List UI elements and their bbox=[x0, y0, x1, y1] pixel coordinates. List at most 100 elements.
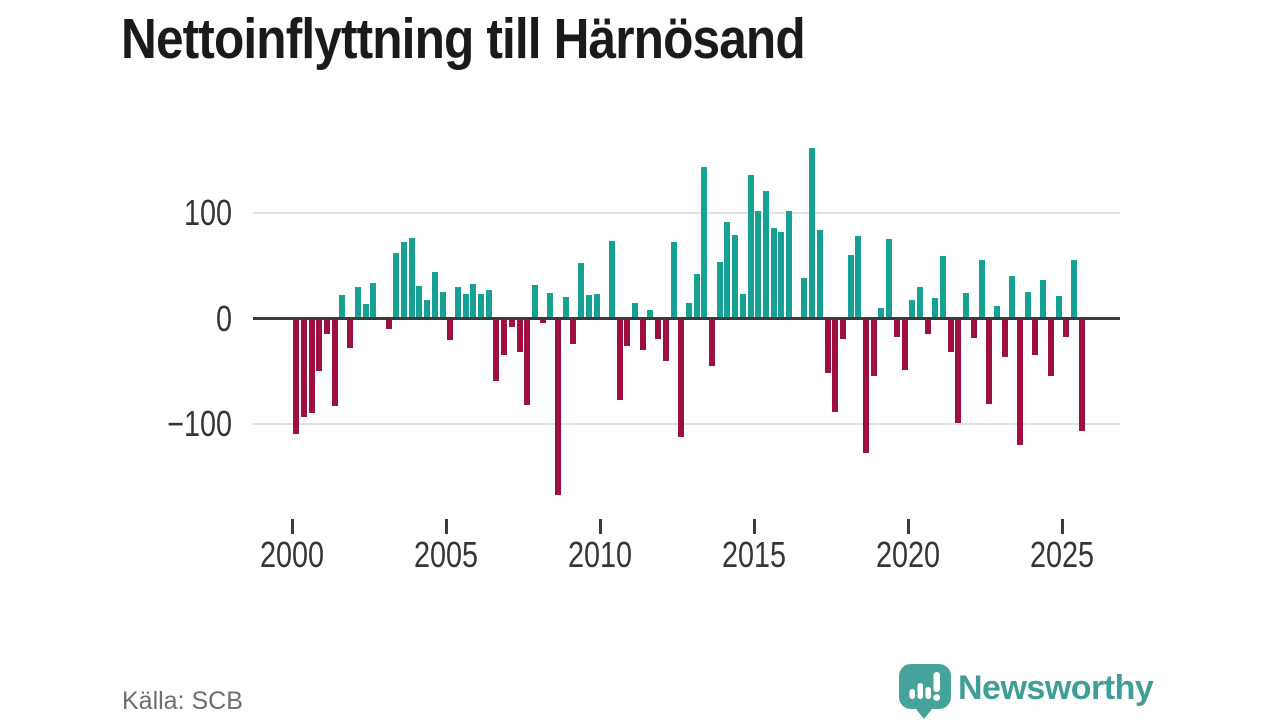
bar-positive bbox=[431, 271, 438, 317]
bar-negative bbox=[501, 320, 508, 355]
bar-positive bbox=[940, 255, 946, 317]
bar-positive bbox=[809, 147, 816, 317]
bar-positive bbox=[755, 211, 762, 318]
bar-negative bbox=[493, 320, 500, 382]
bar-positive bbox=[1024, 291, 1031, 317]
bar-positive bbox=[1040, 280, 1047, 317]
bar-negative bbox=[293, 320, 300, 435]
bar-positive bbox=[963, 292, 970, 317]
x-axis-label: 2020 bbox=[876, 534, 941, 575]
bar-positive bbox=[393, 252, 400, 317]
x-axis-tick bbox=[290, 519, 294, 534]
bar-positive bbox=[401, 241, 407, 317]
bar-positive bbox=[816, 230, 823, 317]
source-label: Källa: SCB bbox=[122, 687, 243, 715]
bar-positive bbox=[701, 166, 708, 317]
bar-negative bbox=[1078, 320, 1085, 431]
bar-positive bbox=[478, 293, 484, 317]
bar-negative bbox=[524, 320, 531, 405]
x-axis-tick bbox=[1060, 519, 1064, 534]
bar-negative bbox=[839, 320, 846, 339]
bar-negative bbox=[1001, 320, 1008, 357]
bar-positive bbox=[847, 254, 854, 317]
y-axis-label: −100 bbox=[167, 403, 232, 445]
bar-positive bbox=[593, 293, 600, 317]
bar-positive bbox=[670, 241, 677, 317]
newsworthy-wordmark: Newsworthy bbox=[958, 669, 1154, 707]
bar-negative bbox=[385, 320, 392, 329]
bar-negative bbox=[300, 320, 307, 418]
bar-positive bbox=[762, 191, 769, 317]
bar-negative bbox=[955, 320, 962, 423]
bar-positive bbox=[693, 273, 700, 317]
bar-positive bbox=[454, 287, 461, 317]
bar-negative bbox=[893, 320, 900, 337]
bar-negative bbox=[970, 320, 977, 338]
page-title: Nettoinflyttning till Härnösand bbox=[121, 7, 806, 71]
bar-positive bbox=[470, 284, 477, 317]
bar-positive bbox=[362, 304, 369, 317]
bar-negative bbox=[947, 320, 954, 352]
bar-positive bbox=[370, 283, 377, 317]
bar-negative bbox=[324, 320, 330, 334]
bar-negative bbox=[924, 320, 931, 334]
bar-positive bbox=[916, 287, 923, 317]
x-axis-label: 2000 bbox=[260, 534, 325, 575]
newsworthy-icon bbox=[899, 664, 951, 719]
bar-positive bbox=[770, 228, 777, 317]
bar-positive bbox=[408, 237, 415, 317]
bar-positive bbox=[739, 293, 746, 317]
bar-negative bbox=[1017, 320, 1023, 445]
bar-negative bbox=[316, 320, 323, 371]
x-axis-label: 2005 bbox=[414, 534, 479, 575]
x-axis-line bbox=[253, 317, 1120, 320]
x-axis-tick bbox=[444, 519, 448, 534]
bar-negative bbox=[824, 320, 831, 373]
bar-positive bbox=[354, 287, 361, 317]
bar-negative bbox=[986, 320, 993, 404]
x-axis-label: 2010 bbox=[568, 534, 633, 575]
bar-negative bbox=[624, 320, 631, 347]
bar-positive bbox=[562, 296, 569, 317]
bar-positive bbox=[878, 307, 885, 317]
bar-positive bbox=[993, 306, 1000, 317]
bar-positive bbox=[531, 285, 538, 317]
bar-negative bbox=[331, 320, 338, 406]
bar-positive bbox=[732, 234, 739, 317]
bar-positive bbox=[978, 259, 985, 317]
y-gridline bbox=[253, 211, 1120, 214]
bar-positive bbox=[801, 277, 808, 317]
x-axis-label: 2015 bbox=[722, 534, 787, 575]
bar-negative bbox=[870, 320, 877, 376]
bar-positive bbox=[339, 294, 346, 317]
x-axis-tick bbox=[906, 519, 910, 534]
bar-negative bbox=[709, 320, 715, 366]
bar-positive bbox=[932, 298, 939, 317]
bar-negative bbox=[639, 320, 646, 350]
bar-negative bbox=[655, 320, 662, 339]
bar-negative bbox=[555, 320, 561, 495]
bar-positive bbox=[778, 232, 785, 317]
bar-negative bbox=[832, 320, 839, 412]
bar-positive bbox=[416, 286, 423, 317]
bar-positive bbox=[647, 309, 654, 317]
x-axis-label: 2025 bbox=[1030, 534, 1095, 575]
bar-negative bbox=[678, 320, 685, 438]
bar-positive bbox=[855, 235, 862, 317]
bar-positive bbox=[485, 289, 492, 317]
bar-positive bbox=[424, 300, 431, 317]
bar-negative bbox=[616, 320, 623, 401]
bar-positive bbox=[585, 294, 592, 317]
bar-positive bbox=[716, 262, 723, 317]
bar-negative bbox=[1032, 320, 1039, 355]
bar-positive bbox=[608, 240, 615, 317]
bar-positive bbox=[1055, 295, 1062, 318]
bar-positive bbox=[547, 292, 554, 317]
bar-negative bbox=[447, 320, 454, 341]
bar-negative bbox=[901, 320, 908, 370]
bar-positive bbox=[578, 263, 585, 317]
bar-negative bbox=[308, 320, 315, 414]
x-axis-tick bbox=[598, 519, 602, 534]
bar-negative bbox=[347, 320, 354, 348]
